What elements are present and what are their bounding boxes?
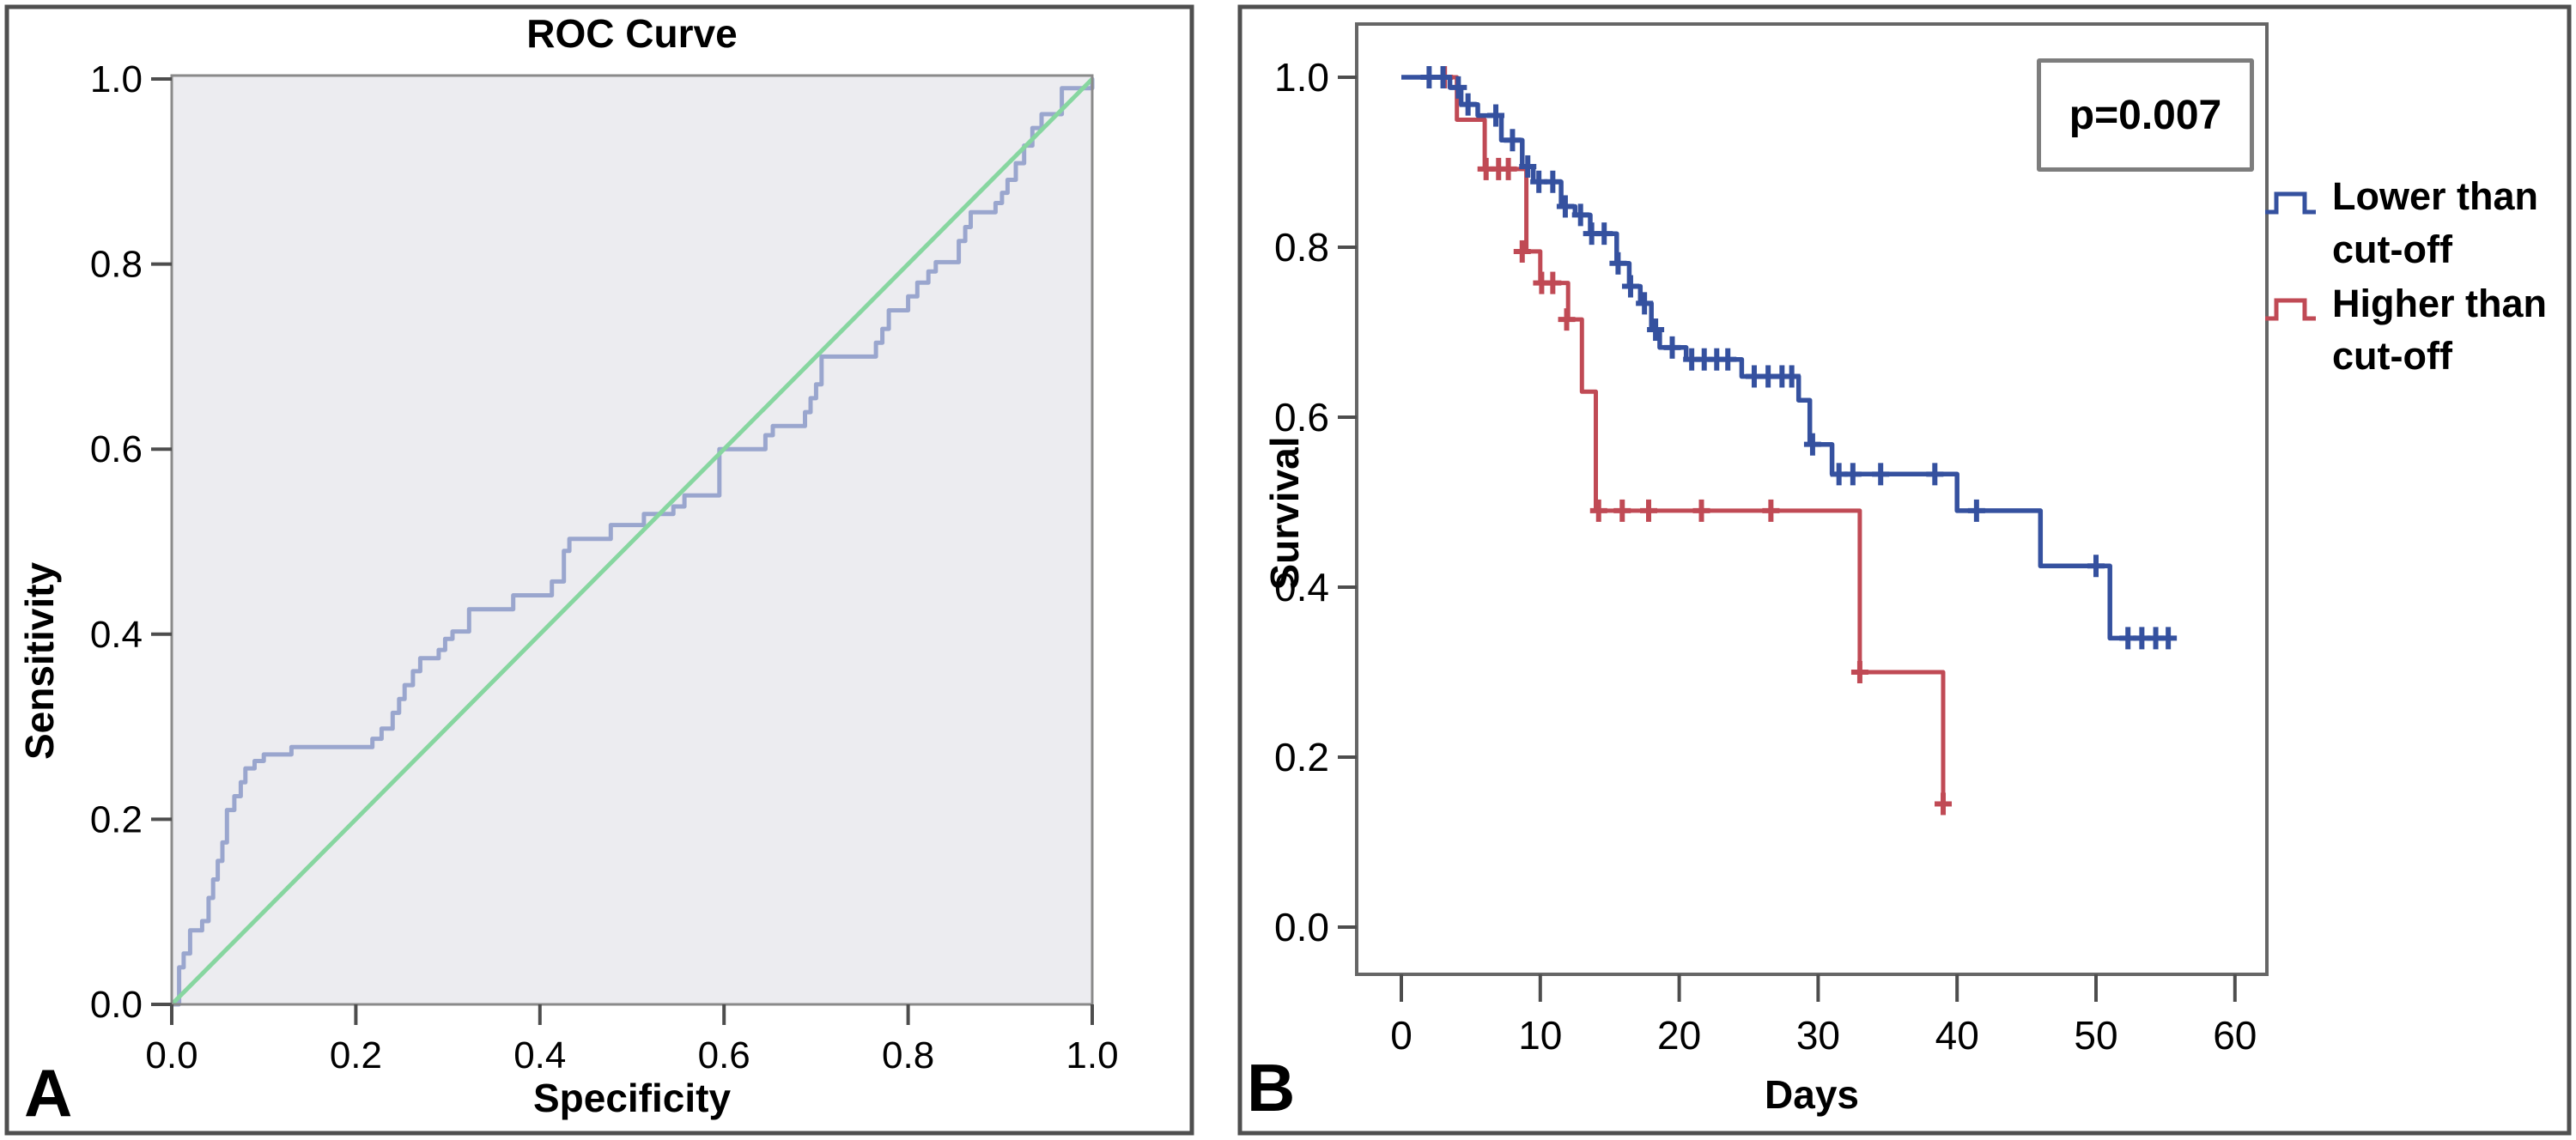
x-tick-label: 0.4 (513, 1034, 566, 1076)
censor-marks-higher (1436, 66, 1953, 816)
x-tick-label: 30 (1796, 1013, 1840, 1058)
legend-glyph-higher-step-icon (2265, 298, 2316, 321)
survival-panel: 0 10 20 30 40 50 60 0.0 0.2 0.4 0.6 0.8 1.0 (1237, 4, 2572, 1136)
km-curve-higher-than-cutoff (1401, 75, 1951, 806)
x-tick-label: 0.6 (698, 1034, 750, 1076)
y-tick-label: 0.2 (90, 798, 143, 840)
panel-a-border (4, 4, 1194, 1136)
legend-label-lower-line2: cut-off (2332, 227, 2452, 271)
x-tick-label: 50 (2074, 1013, 2117, 1058)
p-value-box: p=0.007 (2037, 58, 2254, 172)
censor-marks-lower (1420, 66, 2178, 650)
x-tick-label: 0.2 (330, 1034, 382, 1076)
panel-a-corner-label: A (24, 1055, 73, 1131)
roc-plot-frame (170, 74, 1094, 1006)
roc-curve-line (169, 76, 1095, 1007)
x-tick-label: 20 (1657, 1013, 1701, 1058)
x-tick-label: 0 (1390, 1013, 1413, 1058)
y-tick-label: 0.2 (1274, 735, 1329, 779)
y-tick-label: 0.6 (1274, 395, 1329, 440)
y-tick-label: 0.4 (90, 614, 143, 656)
x-tick-label: 0.8 (882, 1034, 934, 1076)
y-tick-label: 0.4 (1274, 565, 1329, 609)
survival-plot-frame (1355, 22, 2269, 976)
panel-b-corner-label: B (1247, 1050, 1296, 1125)
y-tick-label: 1.0 (1274, 55, 1329, 100)
y-tick-label: 0.6 (90, 428, 143, 470)
roc-panel: 0.0 0.2 0.4 0.6 0.8 1.0 0.0 0.2 0.4 0.6 0.8 1.0 (4, 4, 1194, 1136)
specificity-axis-label: Specificity (532, 1076, 732, 1120)
x-tick-label: 60 (2213, 1013, 2257, 1058)
roc-diagonal-line (170, 77, 1094, 1006)
p-value-text: p=0.007 (2069, 92, 2222, 138)
legend-glyph-lower-step-icon (2265, 191, 2316, 215)
x-tick-label: 40 (1935, 1013, 1979, 1058)
y-tick-label: 0.0 (1274, 905, 1329, 949)
survival-axis-label: Survival (1262, 436, 1307, 591)
x-tick-label: 10 (1518, 1013, 1562, 1058)
roc-title: ROC Curve (526, 11, 738, 56)
sensitivity-axis-label: Sensitivity (17, 561, 62, 761)
panel-b-border (1237, 4, 2572, 1136)
y-tick-label: 0.8 (1274, 225, 1329, 270)
x-tick-label: 0.0 (145, 1034, 197, 1076)
legend-label-lower-line1: Lower than (2332, 174, 2539, 218)
y-tick-label: 0.0 (90, 984, 143, 1026)
x-tick-label: 1.0 (1066, 1034, 1118, 1076)
y-tick-label: 1.0 (90, 58, 143, 100)
legend-label-higher-line1: Higher than (2332, 282, 2548, 325)
legend-label-higher-line2: cut-off (2332, 334, 2452, 378)
days-axis-label: Days (1765, 1072, 1859, 1117)
y-tick-label: 0.8 (90, 244, 143, 286)
